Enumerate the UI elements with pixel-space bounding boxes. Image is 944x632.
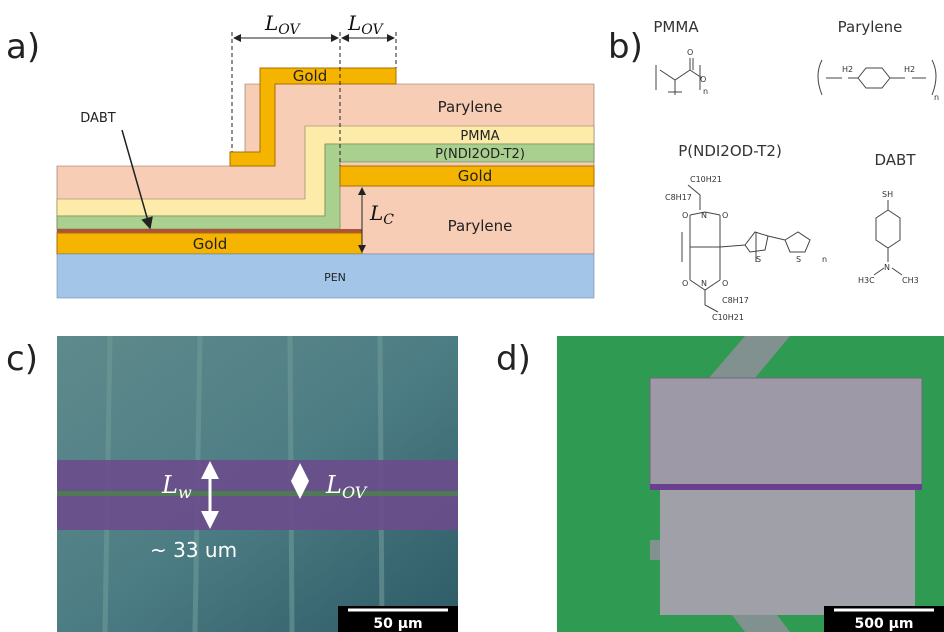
bottom-electrode: [660, 490, 915, 615]
layer-label: Parylene: [438, 98, 503, 116]
compound-name: DABT: [874, 151, 916, 169]
layer-label: PEN: [324, 271, 346, 284]
atom-label: N: [701, 211, 707, 220]
panel-label: b): [608, 27, 643, 67]
atom-label: n: [934, 93, 939, 102]
top-electrode: [650, 378, 922, 486]
scale-label: 50 µm: [373, 616, 422, 632]
overlap-symbol: LOV: [264, 11, 302, 38]
structure: [682, 185, 810, 312]
atom-label: SH: [882, 190, 893, 199]
atom-label: S: [796, 255, 801, 264]
structure: [818, 60, 936, 95]
atom-label: O: [687, 48, 693, 57]
overlap-symbol: LOV: [347, 11, 385, 38]
panel-d: d) 500 µm: [496, 336, 944, 632]
atom-label: C10H21: [690, 175, 722, 184]
atom-label: O: [700, 75, 706, 84]
atom-label: C8H17: [722, 296, 749, 305]
layer-label: Gold: [193, 235, 228, 253]
atom-label: n: [822, 255, 827, 264]
atom-label: O: [682, 211, 688, 220]
layer-label: PMMA: [460, 129, 499, 144]
layer-label: Gold: [293, 67, 328, 85]
panel-label: a): [6, 27, 40, 67]
atom-label: N: [701, 279, 707, 288]
atom-label: H3C: [858, 276, 875, 285]
annotation: ~ 33 um: [150, 538, 237, 562]
layer-label: Gold: [458, 167, 493, 185]
atom-label: H2: [904, 65, 915, 74]
atom-label: CH3: [902, 276, 919, 285]
overlap-stripe: [650, 484, 922, 490]
panel-a: a) Gold Parylene PMMA P(NDI2OD-T2) Gold …: [6, 11, 594, 298]
compound-name: P(NDI2OD-T2): [678, 142, 782, 160]
panel-label: c): [6, 339, 38, 379]
atom-label: S: [756, 255, 761, 264]
dabt-label: DABT: [80, 111, 116, 126]
atom-label: H2: [842, 65, 853, 74]
compound-name: PMMA: [653, 18, 699, 36]
atom-label: O: [722, 279, 728, 288]
structure: [656, 58, 702, 95]
atom-label: O: [722, 211, 728, 220]
panel-label: d): [496, 339, 531, 379]
overlap-line: [57, 491, 458, 496]
dabt-layer: [57, 229, 362, 233]
atom-label: C8H17: [665, 193, 692, 202]
atom-label: C10H21: [712, 313, 744, 322]
layer-label: Parylene: [448, 217, 513, 235]
atom-label: O: [682, 279, 688, 288]
scale-label: 500 µm: [855, 616, 914, 632]
compound-name: Parylene: [838, 18, 903, 36]
layer-label: P(NDI2OD-T2): [435, 147, 525, 162]
atom-label: n: [703, 87, 708, 96]
panel-c: c) Lw LOV ~ 33 um 50 µm: [6, 336, 458, 632]
figure: a) Gold Parylene PMMA P(NDI2OD-T2) Gold …: [0, 0, 944, 632]
atom-label: N: [884, 263, 890, 272]
panel-b: b) PMMA O O n Parylene H2 H2 n P(NDI2OD-…: [608, 18, 939, 322]
